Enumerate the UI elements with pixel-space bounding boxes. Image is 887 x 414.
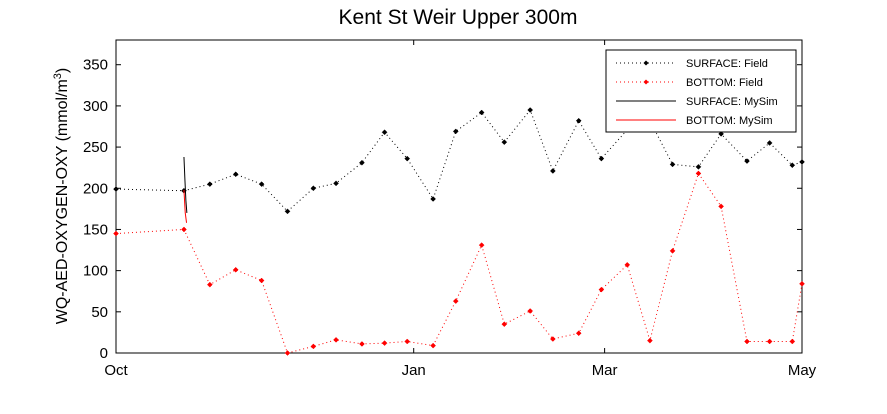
data-point [501,321,508,328]
legend-label: BOTTOM: MySim [686,115,773,127]
series-line [115,172,803,354]
x-tick-label: Jan [402,362,426,379]
data-point [430,196,436,202]
data-point [206,281,213,288]
data-point [113,230,119,237]
chart-title: Kent St Weir Upper 300m [339,6,578,29]
data-point [381,129,388,136]
legend-swatch-marker [643,79,649,85]
data-point [206,181,213,187]
legend: SURFACE: Field BOTTOM: Field SURFACE: MySi… [605,49,797,133]
y-tick-label: 0 [100,345,108,362]
data-point [575,330,582,337]
data-point [333,180,339,187]
data-point [695,170,702,177]
data-point [310,343,317,350]
data-point [789,162,796,169]
y-axis-label-close: ) [54,68,71,73]
data-point [430,342,436,349]
data-point [766,338,773,345]
data-point [333,336,339,343]
data-point [669,248,676,254]
y-tick-label: 150 [83,221,108,238]
data-point [310,185,317,192]
legend-entry: BOTTOM: MySim [616,115,773,127]
data-point [478,242,485,248]
data-point [527,107,534,113]
y-tick-label: 50 [91,304,108,321]
legend-box [605,49,797,133]
legend-swatch-marker [643,60,649,66]
data-point [452,298,459,304]
data-point [799,280,805,287]
data-point [404,155,411,162]
axes-box [115,39,803,354]
legend-label: BOTTOM: Field [686,77,763,89]
y-tick-label: 300 [83,98,108,115]
y-axis-label-sup: 3 [52,73,64,79]
data-point [799,159,805,165]
data-point [113,186,119,192]
data-point [232,266,239,273]
data-point [284,350,291,356]
data-point [718,131,724,137]
series-2 [183,156,188,214]
data-point [284,208,291,215]
data-point [478,109,485,116]
data-point [647,337,653,344]
legend-entry: SURFACE: MySim [616,96,778,108]
data-point [359,159,365,166]
series-line [183,156,188,214]
x-tick-label: May [788,362,817,379]
series-3 [183,189,188,223]
data-point [549,336,556,342]
data-point [624,262,631,268]
data-point [381,340,388,346]
y-tick-label: 100 [83,263,108,280]
series-1 [113,170,805,356]
y-tick-label: 200 [83,180,108,197]
data-point [181,226,187,233]
series-line [115,109,803,213]
legend-entry: BOTTOM: Field [616,77,763,89]
plot-area: 0 50 100 150 200 250 300 350 Oct Jan Mar May [83,39,817,379]
legend-label: SURFACE: Field [686,58,768,70]
legend-label: SURFACE: MySim [686,96,778,108]
x-tick-label: Mar [592,362,618,379]
x-tick-label: Oct [104,362,128,379]
data-point [232,171,239,178]
data-point [669,161,676,168]
data-point [744,158,750,164]
data-point [598,155,605,162]
y-tick-label: 250 [83,139,108,156]
data-point [744,338,750,345]
data-point [258,181,265,187]
legend-entry: SURFACE: Field [616,58,768,70]
y-tick-label: 350 [83,57,108,74]
data-point [575,117,582,124]
data-point [695,163,702,170]
data-point [527,308,534,314]
data-point [549,168,556,174]
y-axis-label: WQ-AED-OXYGEN-OXY (mmol/m3) [52,68,71,325]
data-point [718,203,724,210]
data-point [501,139,508,145]
data-point [359,341,365,347]
data-point [452,128,459,135]
data-point [598,286,605,293]
data-point [766,140,773,146]
series-line [183,189,188,223]
data-point [404,338,411,345]
data-point [258,277,265,284]
data-point [789,338,796,345]
y-axis-label-main: WQ-AED-OXYGEN-OXY (mmol/m [54,79,71,324]
